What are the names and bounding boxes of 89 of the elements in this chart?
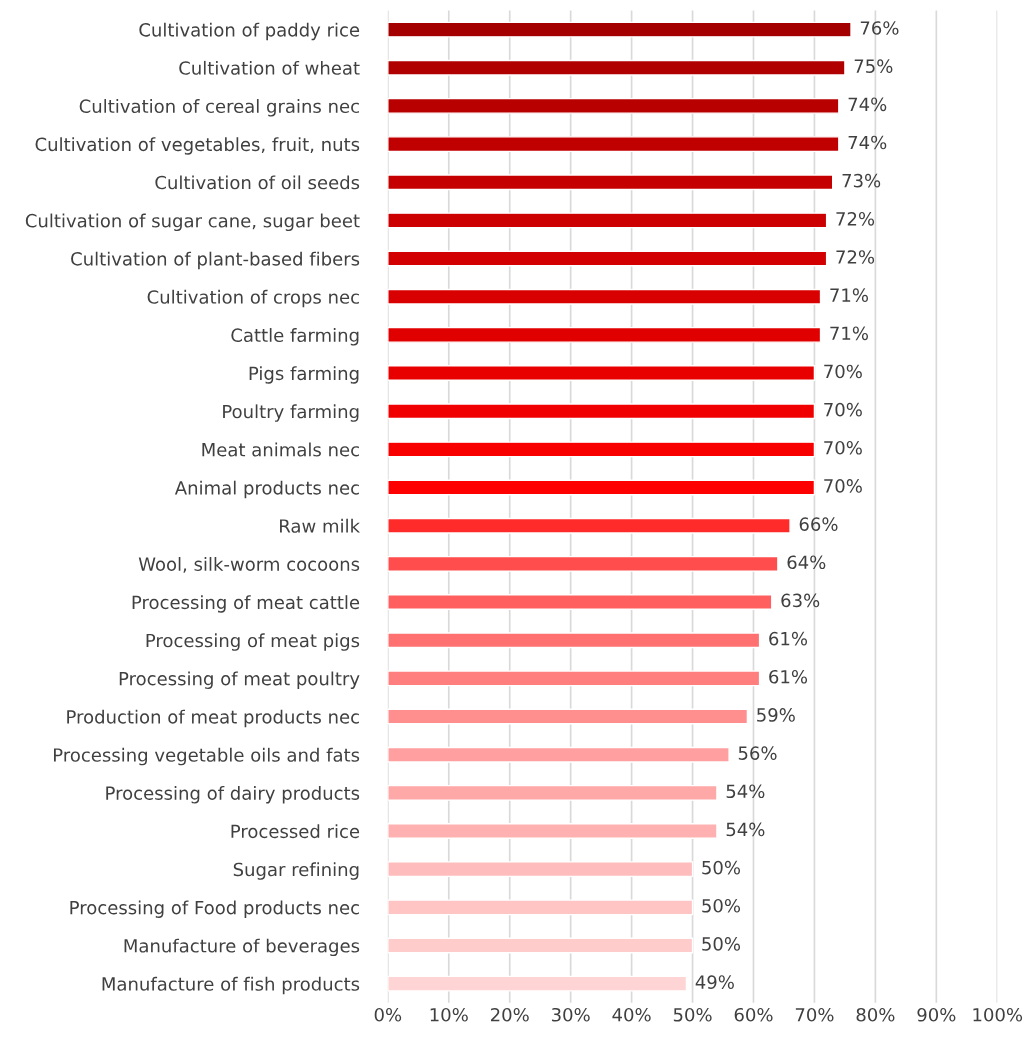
- bar: [387, 326, 822, 343]
- x-tick-label: 70%: [795, 1007, 834, 1022]
- y-tick-label: Processed rice: [231, 824, 360, 839]
- data-label: 70%: [824, 479, 862, 493]
- data-label: 54%: [726, 784, 765, 799]
- data-label: 71%: [830, 288, 868, 302]
- y-tick-label: Meat animals nec: [202, 442, 359, 457]
- y-tick-label: Cultivation of wheat: [179, 60, 360, 75]
- x-tick-label: 10%: [430, 1007, 468, 1022]
- data-label: 56%: [738, 746, 777, 760]
- x-tick-label: 20%: [490, 1007, 529, 1022]
- bar: [387, 708, 749, 725]
- bar: [387, 288, 822, 305]
- data-label: 75%: [854, 59, 893, 73]
- data-label: 76%: [860, 21, 899, 35]
- bar: [387, 441, 816, 458]
- data-label: 49%: [695, 975, 734, 989]
- x-tick-label: 80%: [856, 1007, 895, 1022]
- bar: [387, 250, 828, 267]
- y-tick-label: Cultivation of cereal grains nec: [79, 99, 359, 117]
- y-tick-label: Processing vegetable oils and fats: [54, 747, 360, 766]
- y-tick-label: Processing of meat pigs: [146, 633, 360, 651]
- data-label: 63%: [781, 593, 820, 608]
- bar: [387, 21, 852, 38]
- bar: [387, 784, 718, 801]
- x-tick-label: 30%: [551, 1007, 590, 1022]
- data-label: 50%: [702, 937, 741, 951]
- data-label: 71%: [830, 326, 868, 341]
- bar: [387, 174, 834, 191]
- y-tick-label: Pigs farming: [249, 366, 359, 384]
- bar: [387, 136, 840, 153]
- y-tick-label: Manufacture of fish products: [102, 976, 360, 995]
- data-label: 61%: [769, 669, 808, 684]
- y-tick-label: Poultry farming: [223, 404, 359, 422]
- y-tick-label: Manufacture of beverages: [124, 938, 360, 957]
- data-label: 50%: [702, 860, 741, 875]
- y-tick-label: Cultivation of vegetables, fruit, nuts: [35, 137, 360, 155]
- data-label: 54%: [726, 822, 765, 837]
- bar: [387, 594, 773, 610]
- y-tick-label: Cultivation of paddy rice: [139, 22, 360, 41]
- y-tick-label: Processing of meat poultry: [119, 671, 360, 689]
- bar: [387, 212, 828, 229]
- y-tick-label: Cattle farming: [231, 328, 359, 346]
- y-tick-label: Wool, silk-worm cocoons: [138, 557, 360, 573]
- y-tick-label: Cultivation of plant-based fibers: [71, 251, 360, 270]
- data-label: 61%: [769, 631, 808, 646]
- y-tick-label: Processing of meat cattle: [132, 595, 360, 613]
- bar: [387, 403, 816, 420]
- bar: [387, 861, 694, 878]
- data-label: 74%: [848, 135, 887, 150]
- y-tick-label: Cultivation of sugar cane, sugar beet: [25, 213, 360, 232]
- y-tick-label: Sugar refining: [233, 862, 359, 880]
- data-label: 59%: [757, 708, 795, 722]
- data-label: 70%: [824, 440, 862, 455]
- y-tick-label: Processing of dairy products: [106, 785, 360, 804]
- bar: [387, 479, 816, 496]
- y-tick-label: Animal products nec: [174, 480, 359, 499]
- data-label: 66%: [799, 517, 838, 531]
- x-tick-label: 0%: [374, 1007, 402, 1022]
- data-label: 72%: [836, 250, 875, 264]
- data-label: 70%: [824, 364, 862, 379]
- y-tick-label: Raw milk: [280, 518, 360, 533]
- data-label: 70%: [824, 402, 862, 417]
- x-tick-label: 100%: [973, 1007, 1023, 1022]
- data-label: 72%: [836, 211, 875, 226]
- bar: [387, 746, 730, 763]
- data-label: 74%: [848, 97, 887, 112]
- bar: [387, 632, 761, 649]
- bar: [387, 899, 694, 916]
- data-label: 73%: [842, 173, 881, 188]
- bar: [387, 97, 840, 114]
- x-tick-label: 60%: [734, 1007, 773, 1022]
- x-tick-label: 50%: [673, 1007, 712, 1022]
- bar: [387, 937, 694, 954]
- bar: [387, 670, 761, 687]
- bar: [387, 555, 779, 572]
- bar: [387, 59, 846, 76]
- bar: [387, 823, 718, 839]
- data-label: 50%: [702, 898, 741, 913]
- y-tick-label: Cultivation of oil seeds: [155, 175, 360, 190]
- y-tick-label: Processing of Food products nec: [70, 900, 359, 918]
- bar: [387, 365, 816, 381]
- bar: [387, 975, 688, 992]
- x-tick-label: 90%: [917, 1007, 956, 1022]
- x-tick-label: 40%: [612, 1007, 651, 1022]
- y-tick-label: Cultivation of crops nec: [147, 289, 359, 308]
- bar: [387, 517, 791, 534]
- y-tick-label: Production of meat products nec: [67, 709, 359, 728]
- data-label: 64%: [787, 555, 826, 570]
